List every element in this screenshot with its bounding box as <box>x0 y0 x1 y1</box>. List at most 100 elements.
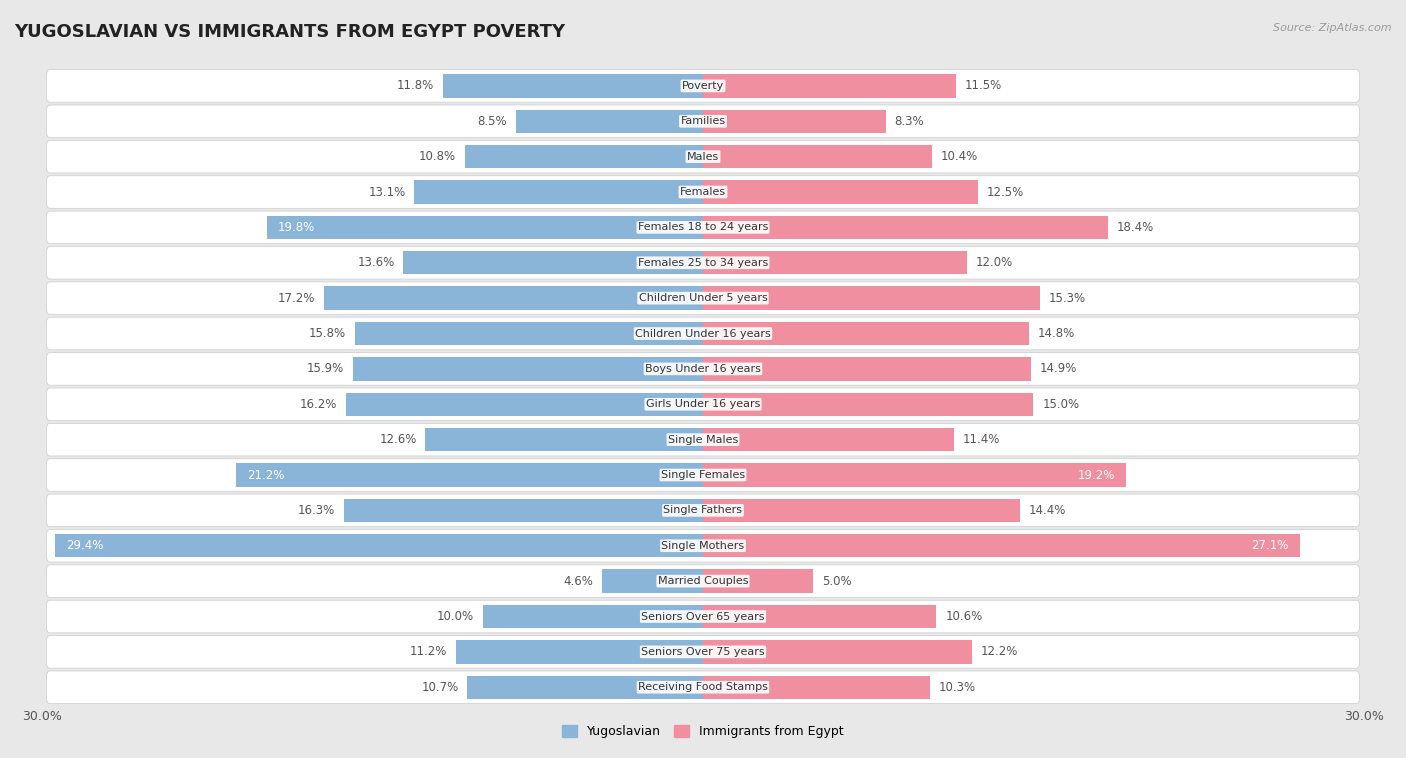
Bar <box>703 428 955 451</box>
Bar <box>703 322 1029 345</box>
Text: 27.1%: 27.1% <box>1251 539 1289 553</box>
Bar <box>703 145 932 168</box>
Bar <box>404 251 703 274</box>
FancyBboxPatch shape <box>46 176 1360 208</box>
Text: 11.4%: 11.4% <box>963 433 1000 446</box>
Bar <box>325 287 703 310</box>
Text: 10.6%: 10.6% <box>945 610 983 623</box>
Text: 8.5%: 8.5% <box>477 114 508 128</box>
Text: Children Under 5 years: Children Under 5 years <box>638 293 768 303</box>
Bar <box>353 357 703 381</box>
Text: Families: Families <box>681 116 725 127</box>
Text: Females 18 to 24 years: Females 18 to 24 years <box>638 222 768 233</box>
Text: 15.0%: 15.0% <box>1042 398 1080 411</box>
Bar <box>703 110 886 133</box>
Text: 12.2%: 12.2% <box>980 645 1018 659</box>
Text: Single Mothers: Single Mothers <box>661 540 745 551</box>
Bar <box>354 322 703 345</box>
Text: 11.8%: 11.8% <box>396 80 434 92</box>
Text: 15.3%: 15.3% <box>1049 292 1085 305</box>
Text: 4.6%: 4.6% <box>562 575 593 587</box>
FancyBboxPatch shape <box>46 140 1360 173</box>
Bar <box>703 605 936 628</box>
Bar <box>703 499 1021 522</box>
FancyBboxPatch shape <box>46 70 1360 102</box>
Text: 12.0%: 12.0% <box>976 256 1014 269</box>
Text: Poverty: Poverty <box>682 81 724 91</box>
Bar <box>55 534 703 557</box>
Text: 12.6%: 12.6% <box>380 433 416 446</box>
Text: 14.4%: 14.4% <box>1029 504 1066 517</box>
FancyBboxPatch shape <box>46 636 1360 668</box>
Bar <box>346 393 703 416</box>
Bar <box>457 641 703 663</box>
FancyBboxPatch shape <box>46 211 1360 243</box>
Text: Children Under 16 years: Children Under 16 years <box>636 328 770 339</box>
Text: 14.8%: 14.8% <box>1038 327 1076 340</box>
Bar <box>703 393 1033 416</box>
Text: Source: ZipAtlas.com: Source: ZipAtlas.com <box>1274 23 1392 33</box>
Bar <box>415 180 703 204</box>
Bar <box>703 251 967 274</box>
Bar <box>703 641 972 663</box>
Bar <box>236 463 703 487</box>
Bar <box>703 675 929 699</box>
FancyBboxPatch shape <box>46 530 1360 562</box>
FancyBboxPatch shape <box>46 318 1360 349</box>
Bar <box>516 110 703 133</box>
Text: Single Males: Single Males <box>668 434 738 445</box>
Text: YUGOSLAVIAN VS IMMIGRANTS FROM EGYPT POVERTY: YUGOSLAVIAN VS IMMIGRANTS FROM EGYPT POV… <box>14 23 565 41</box>
FancyBboxPatch shape <box>46 388 1360 421</box>
Text: 11.5%: 11.5% <box>965 80 1002 92</box>
FancyBboxPatch shape <box>46 565 1360 597</box>
FancyBboxPatch shape <box>46 459 1360 491</box>
Bar <box>426 428 703 451</box>
Text: 10.3%: 10.3% <box>939 681 976 694</box>
Text: 11.2%: 11.2% <box>411 645 447 659</box>
Legend: Yugoslavian, Immigrants from Egypt: Yugoslavian, Immigrants from Egypt <box>557 720 849 744</box>
Text: Single Fathers: Single Fathers <box>664 506 742 515</box>
Bar <box>703 74 956 98</box>
Bar <box>267 216 703 239</box>
Text: 21.2%: 21.2% <box>247 468 284 481</box>
Text: 13.1%: 13.1% <box>368 186 405 199</box>
Bar <box>443 74 703 98</box>
Bar <box>703 287 1040 310</box>
Text: 13.6%: 13.6% <box>357 256 395 269</box>
Text: Seniors Over 75 years: Seniors Over 75 years <box>641 647 765 657</box>
FancyBboxPatch shape <box>46 494 1360 527</box>
FancyBboxPatch shape <box>46 282 1360 315</box>
Bar <box>703 357 1031 381</box>
Text: 10.8%: 10.8% <box>419 150 457 163</box>
Text: 12.5%: 12.5% <box>987 186 1025 199</box>
FancyBboxPatch shape <box>46 246 1360 279</box>
Text: Single Females: Single Females <box>661 470 745 480</box>
Text: 29.4%: 29.4% <box>66 539 104 553</box>
Text: 19.2%: 19.2% <box>1077 468 1115 481</box>
Bar <box>344 499 703 522</box>
FancyBboxPatch shape <box>46 352 1360 385</box>
Text: Receiving Food Stamps: Receiving Food Stamps <box>638 682 768 692</box>
Text: 5.0%: 5.0% <box>823 575 852 587</box>
Bar <box>482 605 703 628</box>
FancyBboxPatch shape <box>46 105 1360 137</box>
Text: Boys Under 16 years: Boys Under 16 years <box>645 364 761 374</box>
Bar <box>703 216 1108 239</box>
Text: 10.7%: 10.7% <box>422 681 458 694</box>
Text: Girls Under 16 years: Girls Under 16 years <box>645 399 761 409</box>
Text: 17.2%: 17.2% <box>278 292 315 305</box>
Bar <box>703 569 813 593</box>
Bar <box>703 534 1301 557</box>
Text: 18.4%: 18.4% <box>1118 221 1154 234</box>
FancyBboxPatch shape <box>46 424 1360 456</box>
Bar <box>467 675 703 699</box>
Bar <box>602 569 703 593</box>
Text: 10.0%: 10.0% <box>437 610 474 623</box>
Text: Males: Males <box>688 152 718 161</box>
Bar <box>703 180 979 204</box>
Text: 16.3%: 16.3% <box>298 504 335 517</box>
Text: 15.8%: 15.8% <box>309 327 346 340</box>
Text: 8.3%: 8.3% <box>894 114 924 128</box>
Bar <box>465 145 703 168</box>
FancyBboxPatch shape <box>46 671 1360 703</box>
